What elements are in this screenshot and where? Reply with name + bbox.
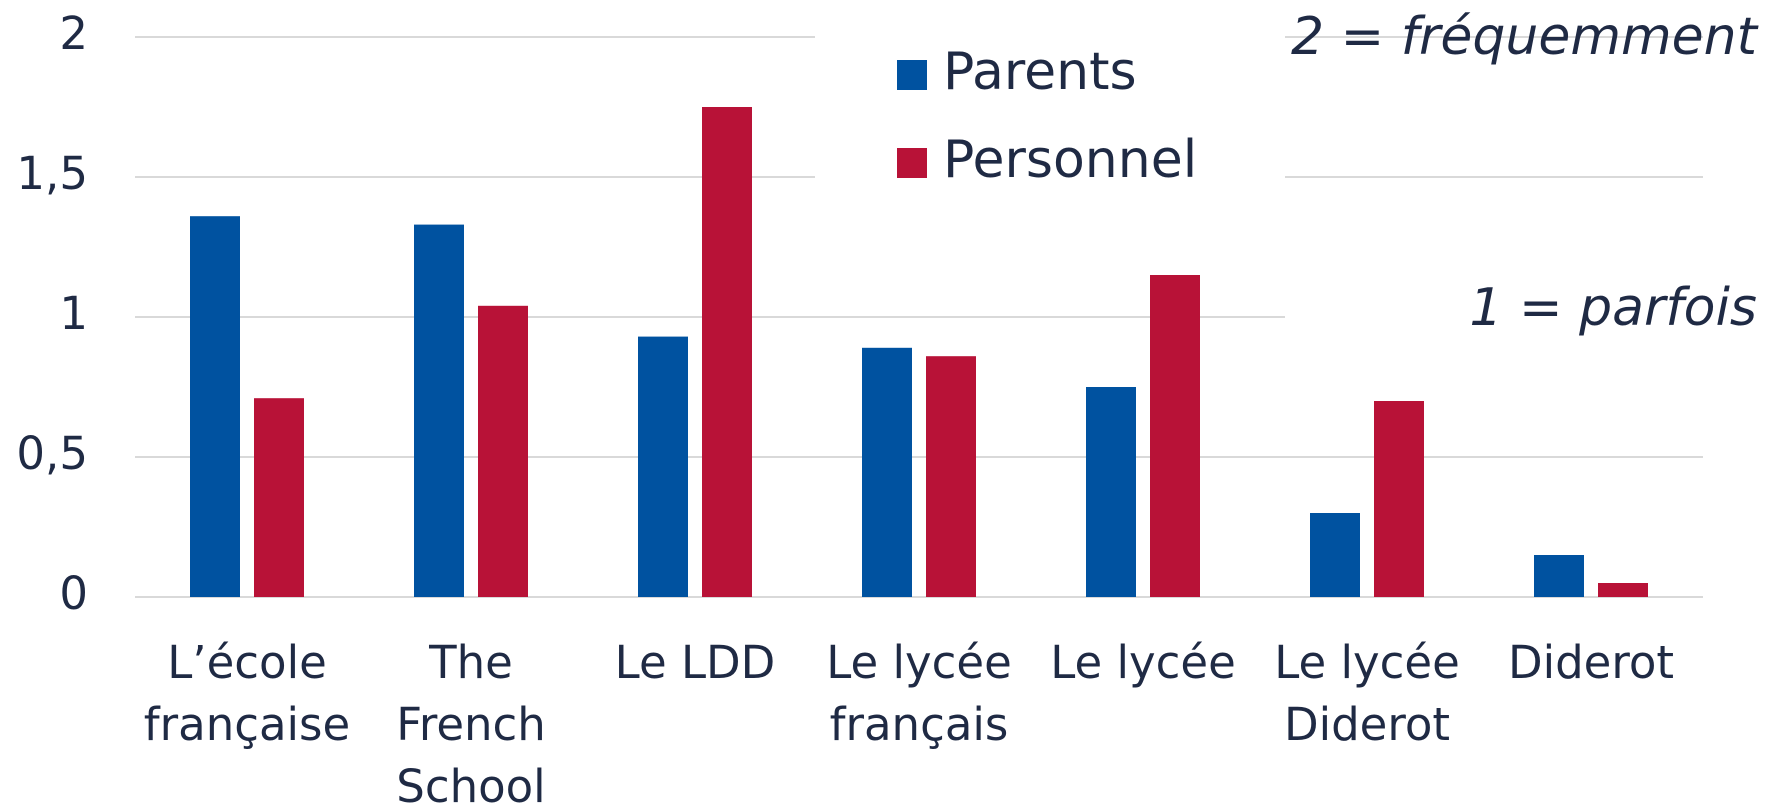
legend-swatch [897, 148, 927, 178]
legend-bg [815, 25, 1285, 200]
legend-swatch [897, 60, 927, 90]
bar [1374, 401, 1424, 597]
y-tick-label: 1 [59, 287, 88, 340]
x-tick-label: Le LDD [614, 636, 776, 689]
x-tick-label: L’école française [143, 636, 351, 751]
bar [254, 398, 304, 597]
bar [190, 216, 240, 597]
legend-label: Parents [943, 42, 1137, 102]
annotation-bg [1285, 270, 1769, 350]
bar [862, 347, 912, 597]
bar [638, 336, 688, 597]
bar [926, 356, 976, 597]
annotation: 2 = fréquemment [1291, 7, 1759, 67]
x-tick-label: The French School [396, 636, 546, 807]
bar [1086, 387, 1136, 597]
bar [478, 305, 528, 597]
bar [1310, 513, 1360, 597]
bar [1150, 275, 1200, 597]
bar [702, 107, 752, 597]
bar [414, 224, 464, 597]
y-tick-label: 0 [59, 567, 88, 620]
bar [1598, 583, 1648, 597]
x-tick-label: Le lycée Diderot [1274, 636, 1460, 751]
x-tick-label: Le lycée français [826, 636, 1012, 751]
x-tick-label: Le lycée [1050, 636, 1236, 689]
y-tick-label: 2 [59, 7, 88, 60]
y-tick-label: 1,5 [16, 147, 88, 200]
annotation: 1 = parfois [1469, 278, 1757, 338]
y-tick-label: 0,5 [16, 427, 88, 480]
bar [1534, 555, 1584, 597]
x-tick-label: Diderot [1507, 636, 1675, 689]
legend-label: Personnel [943, 130, 1197, 190]
